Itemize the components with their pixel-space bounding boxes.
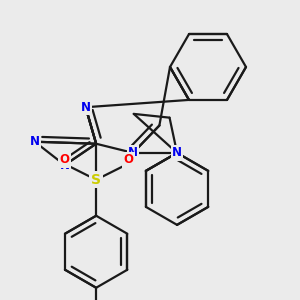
Text: O: O <box>59 153 69 166</box>
Text: N: N <box>128 146 138 159</box>
Text: N: N <box>81 101 91 114</box>
Text: N: N <box>60 159 70 172</box>
Text: S: S <box>91 173 101 187</box>
Text: O: O <box>123 153 133 166</box>
Text: N: N <box>172 146 182 159</box>
Text: N: N <box>30 135 40 148</box>
